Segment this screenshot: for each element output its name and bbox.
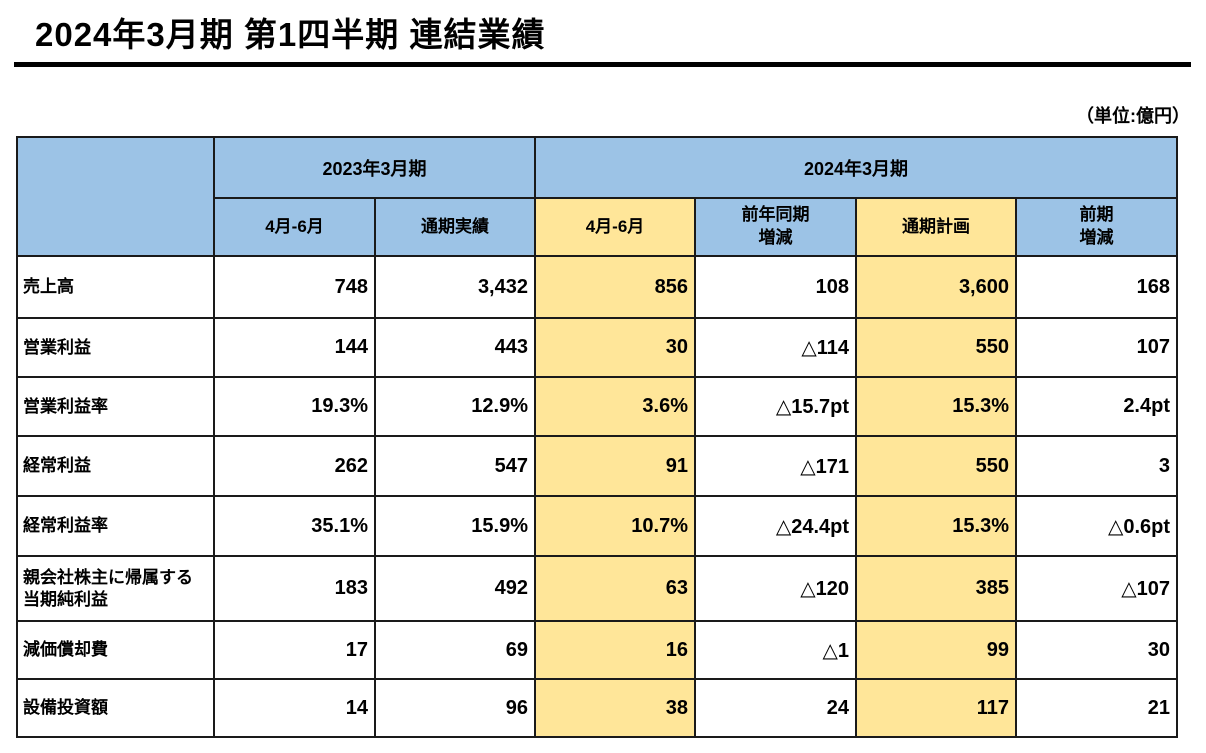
row-label: 経常利益率 [16, 495, 215, 557]
table-row-capex: 設備投資額 14 96 38 24 117 21 [16, 678, 1178, 738]
cell: 2.4pt [1015, 376, 1178, 437]
col-group-2024: 2024年3月期 [534, 136, 1178, 199]
table-row-net-income-parent: 親会社株主に帰属する 当期純利益 183 492 63 △120 385 △10… [16, 555, 1178, 622]
cell: 3,432 [374, 255, 536, 319]
col-header-2023-q1: 4月-6月 [213, 197, 376, 257]
cell: 96 [374, 678, 536, 738]
col-header-2023-fy-actual: 通期実績 [374, 197, 536, 257]
cell: 550 [855, 317, 1017, 378]
cell: 443 [374, 317, 536, 378]
cell: 117 [855, 678, 1017, 738]
cell: 15.9% [374, 495, 536, 557]
title-underline [14, 62, 1191, 67]
sub-header-row: 4月-6月 通期実績 4月-6月 前年同期 増減 通期計画 前期 増減 [17, 197, 1178, 257]
cell: 91 [534, 435, 696, 497]
table-row-net-sales: 売上高 748 3,432 856 108 3,600 168 [16, 255, 1178, 319]
cell: 262 [213, 435, 376, 497]
table-row-ordinary-income: 経常利益 262 547 91 △171 550 3 [16, 435, 1178, 497]
row-label: 営業利益 [16, 317, 215, 378]
col-header-yoy-change: 前年同期 増減 [694, 197, 857, 257]
col-header-fy-plan: 通期計画 [855, 197, 1017, 257]
cell: 24 [694, 678, 857, 738]
cell: 168 [1015, 255, 1178, 319]
cell: 14 [213, 678, 376, 738]
cell: 3 [1015, 435, 1178, 497]
table-row-ordinary-margin: 経常利益率 35.1% 15.9% 10.7% △24.4pt 15.3% △0… [16, 495, 1178, 557]
cell: 19.3% [213, 376, 376, 437]
cell: 3.6% [534, 376, 696, 437]
cell: △15.7pt [694, 376, 857, 437]
cell: 385 [855, 555, 1017, 622]
cell: 3,600 [855, 255, 1017, 319]
table-row-operating-margin: 営業利益率 19.3% 12.9% 3.6% △15.7pt 15.3% 2.4… [16, 376, 1178, 437]
cell: 63 [534, 555, 696, 622]
cell: 21 [1015, 678, 1178, 738]
table-row-operating-income: 営業利益 144 443 30 △114 550 107 [16, 317, 1178, 378]
corner-cell [16, 136, 215, 257]
cell: △24.4pt [694, 495, 857, 557]
cell: 547 [374, 435, 536, 497]
row-label: 営業利益率 [16, 376, 215, 437]
cell: 30 [1015, 620, 1178, 680]
col-header-2024-q1: 4月-6月 [534, 197, 696, 257]
cell: 15.3% [855, 376, 1017, 437]
cell: 183 [213, 555, 376, 622]
cell: 17 [213, 620, 376, 680]
cell: 144 [213, 317, 376, 378]
cell: 550 [855, 435, 1017, 497]
cell: △171 [694, 435, 857, 497]
cell: △1 [694, 620, 857, 680]
cell: 12.9% [374, 376, 536, 437]
table-row-depreciation: 減価償却費 17 69 16 △1 99 30 [16, 620, 1178, 680]
row-label: 減価償却費 [16, 620, 215, 680]
page-title: 2024年3月期 第1四半期 連結業績 [35, 16, 546, 53]
cell: 30 [534, 317, 696, 378]
cell: 15.3% [855, 495, 1017, 557]
cell: 16 [534, 620, 696, 680]
results-table: 2023年3月期 2024年3月期 4月-6月 通期実績 4月-6月 前年同期 … [16, 136, 1178, 738]
table-header: 2023年3月期 2024年3月期 4月-6月 通期実績 4月-6月 前年同期 … [16, 136, 1178, 257]
cell: 99 [855, 620, 1017, 680]
cell: 35.1% [213, 495, 376, 557]
cell: 492 [374, 555, 536, 622]
cell: 69 [374, 620, 536, 680]
cell: 108 [694, 255, 857, 319]
cell: 748 [213, 255, 376, 319]
cell: 107 [1015, 317, 1178, 378]
cell: 856 [534, 255, 696, 319]
col-group-2023: 2023年3月期 [213, 136, 536, 199]
cell: △114 [694, 317, 857, 378]
unit-note: （単位:億円） [1076, 106, 1190, 126]
cell: △107 [1015, 555, 1178, 622]
col-header-prior-change: 前期 増減 [1015, 197, 1178, 257]
row-label: 経常利益 [16, 435, 215, 497]
row-label: 親会社株主に帰属する 当期純利益 [16, 555, 215, 622]
row-label: 設備投資額 [16, 678, 215, 738]
row-label: 売上高 [16, 255, 215, 319]
cell: 38 [534, 678, 696, 738]
group-header-row: 2023年3月期 2024年3月期 [16, 136, 1178, 257]
cell: 10.7% [534, 495, 696, 557]
cell: △120 [694, 555, 857, 622]
table-body: 売上高 748 3,432 856 108 3,600 168 営業利益 144… [16, 255, 1178, 738]
cell: △0.6pt [1015, 495, 1178, 557]
